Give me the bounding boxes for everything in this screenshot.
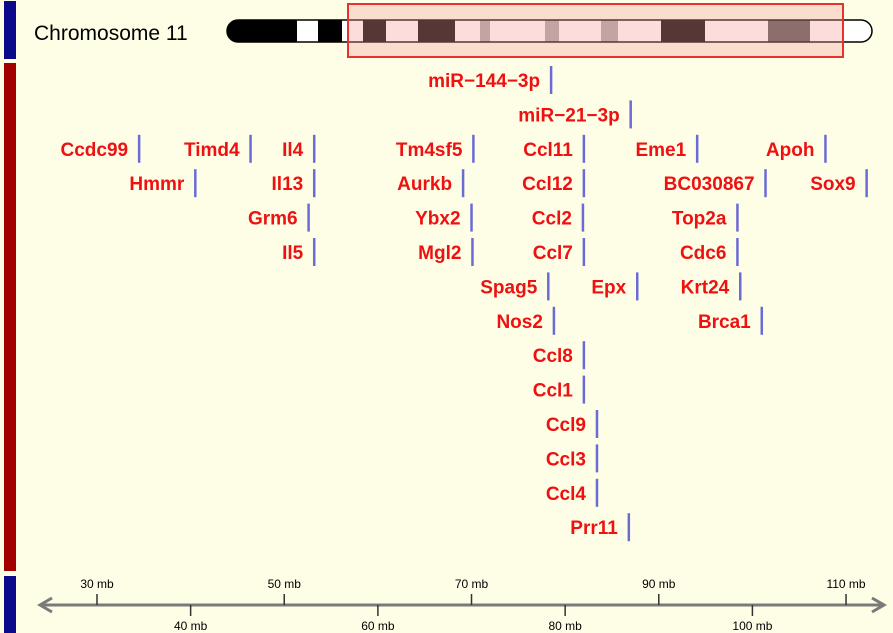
chromosome-band	[318, 20, 342, 42]
gene-label: Hmmr	[129, 174, 185, 195]
axis-tick-label-top: 30 mb	[80, 577, 114, 591]
gene-label: miR−21−3p	[518, 105, 619, 126]
gene-label: Aurkb	[397, 174, 452, 195]
axis-tick-label-bottom: 100 mb	[732, 619, 772, 633]
chromosome-band	[768, 20, 810, 42]
chromosome-band	[418, 20, 455, 42]
axis-arrow-left-icon	[37, 596, 53, 614]
axis-tick-label-bottom: 60 mb	[361, 619, 395, 633]
gene-label: Ccl11	[523, 140, 573, 161]
track-red-middle	[4, 63, 16, 571]
axis-tick-label-top: 110 mb	[826, 577, 865, 591]
highlight-region	[347, 3, 844, 58]
axis-tick-label-top: 70 mb	[455, 577, 489, 591]
gene-label: Ccl7	[533, 243, 573, 264]
gene-label: Ybx2	[415, 209, 460, 230]
chromosome-title: Chromosome 11	[34, 22, 188, 45]
axis-tick-label-top: 90 mb	[642, 577, 676, 591]
gene-label: Timd4	[184, 140, 240, 161]
gene-label: Ccl9	[546, 415, 586, 436]
gene-label: miR−144−3p	[428, 71, 540, 92]
gene-label: Nos2	[496, 312, 542, 333]
gene-label: Ccl2	[532, 209, 572, 230]
gene-label: Top2a	[672, 209, 727, 230]
gene-label: Spag5	[480, 277, 537, 298]
gene-label: Apoh	[766, 140, 815, 161]
gene-label: Brca1	[698, 312, 751, 333]
gene-label: Ccl1	[533, 381, 574, 402]
gene-label: Il4	[282, 140, 304, 161]
chromosome-band	[363, 20, 386, 42]
chromosome-ideogram	[226, 3, 873, 58]
gene-label: Ccl8	[533, 346, 573, 367]
axis-tick-label-bottom: 80 mb	[548, 619, 582, 633]
gene-label: Grm6	[248, 209, 298, 230]
gene-label: Il13	[272, 174, 304, 195]
gene-label: Ccl12	[522, 174, 573, 195]
track-blue-top	[4, 1, 16, 59]
gene-label: Ccdc99	[61, 140, 129, 161]
chromosome-band	[480, 20, 490, 42]
gene-label: Ccl3	[546, 449, 586, 470]
chromosome-band	[227, 20, 297, 42]
gene-label: Cdc6	[680, 243, 726, 264]
chromosome-band	[661, 20, 705, 42]
gene-label: Ccl4	[546, 484, 587, 505]
genome-axis: 30 mb 50 mb 70 mb 90 mb 110 mb 40 mb 60 mb 80 m…	[37, 577, 887, 633]
gene-label: Mgl2	[418, 243, 461, 264]
gene-label: Il5	[282, 243, 304, 264]
gene-label: BC030867	[664, 174, 755, 195]
axis-tick-label-bottom: 40 mb	[174, 619, 208, 633]
gene-label: Epx	[591, 277, 626, 298]
gene-label: Prr11	[570, 518, 618, 539]
chromosome-band	[545, 20, 559, 42]
axis-arrow-right-icon	[871, 596, 887, 614]
axis-tick-label-top: 50 mb	[268, 577, 302, 591]
gene-label: Krt24	[681, 277, 730, 298]
gene-label: Sox9	[810, 174, 855, 195]
chromosome-band	[601, 20, 618, 42]
gene-label: Eme1	[635, 140, 686, 161]
gene-label: Tm4sf5	[396, 140, 463, 161]
gene-markers: miR−144−3p miR−21−3p Ccdc99 Timd4 Il4 Tm4sf5 C…	[61, 66, 868, 542]
track-blue-bottom	[4, 576, 16, 633]
